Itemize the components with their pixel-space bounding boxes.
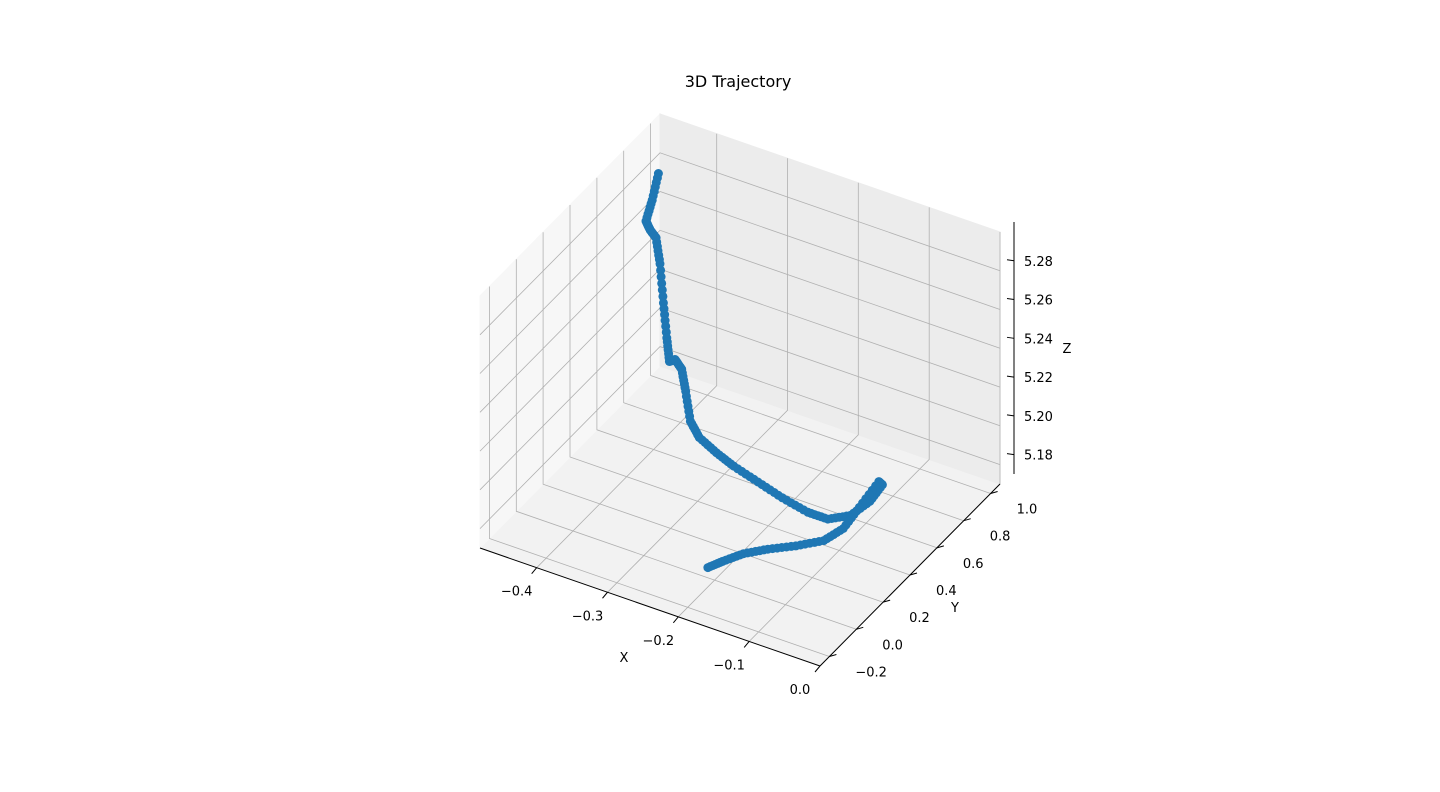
- z-grid-line: [479, 152, 1001, 336]
- y-tick: [829, 654, 837, 657]
- x-tick: [672, 616, 679, 624]
- z-tick: [1006, 453, 1015, 456]
- x-tick: [602, 591, 608, 599]
- axis-labels: −0.4 −0.3 −0.2 −0.1 0.0 −0.2 0.0 0.2 0.4 0.6 0.8 1.…: [501, 255, 1072, 698]
- data-point: [657, 285, 667, 295]
- z-tick-label: 5.26: [1024, 294, 1053, 309]
- data-point: [656, 272, 666, 282]
- z-axis-title: Z: [1063, 342, 1072, 357]
- y-tick: [856, 626, 864, 630]
- z-tick-label: 5.28: [1024, 255, 1053, 270]
- y-tick-label: 1.0: [1017, 503, 1038, 518]
- z-tick: [1006, 336, 1015, 339]
- y-grid-line: [515, 259, 857, 630]
- y-tick-label: 0.4: [936, 584, 957, 599]
- y-grid-line: [596, 177, 938, 549]
- x-tick: [531, 567, 538, 574]
- x-tick-label: 0.0: [790, 683, 811, 698]
- y-tick-label: −0.2: [855, 665, 887, 680]
- z-tick-label: 5.20: [1024, 410, 1053, 425]
- z-tick-label: 5.18: [1024, 449, 1053, 464]
- axis-panes: [479, 112, 1001, 667]
- y-grid-line: [569, 205, 911, 576]
- x-tick: [743, 641, 750, 648]
- data-point: [656, 265, 666, 275]
- y-grid-line: [623, 150, 964, 522]
- tick-marks: [531, 259, 1015, 673]
- x-grid-line: [748, 207, 930, 642]
- z-tick-label: 5.24: [1024, 332, 1053, 347]
- y-tick-label: 0.6: [963, 557, 984, 572]
- y-tick: [990, 491, 998, 494]
- data-point: [703, 563, 713, 573]
- x-tick-label: −0.3: [572, 609, 604, 624]
- chart-title: 3D Trajectory: [685, 72, 792, 91]
- y-tick: [882, 599, 891, 603]
- y-tick: [963, 518, 971, 522]
- z-tick: [1006, 298, 1015, 301]
- z-grid-line: [479, 346, 1001, 529]
- x-tick: [814, 665, 821, 673]
- x-tick-label: −0.2: [643, 634, 675, 649]
- x-axis-title: X: [620, 651, 629, 666]
- data-points: [641, 169, 887, 573]
- x-grid-line: [607, 158, 788, 593]
- y-axis-title: Y: [950, 601, 959, 616]
- data-point: [657, 278, 667, 288]
- z-tick: [1006, 259, 1015, 262]
- y-grid-line: [542, 232, 884, 603]
- y-tick-label: 0.2: [909, 611, 930, 626]
- z-tick: [1006, 414, 1015, 417]
- z-grid-line: [479, 191, 1001, 374]
- y-tick-label: 0.8: [990, 530, 1011, 545]
- data-point: [655, 259, 665, 269]
- data-point: [658, 291, 668, 301]
- z-tick: [1006, 375, 1015, 378]
- x-grid-line: [536, 133, 718, 568]
- y-grid-line: [488, 286, 830, 657]
- y-tick-label: 0.0: [882, 638, 903, 653]
- x-tick-label: −0.4: [501, 585, 533, 600]
- z-tick-label: 5.22: [1024, 371, 1053, 386]
- z-grid-line: [479, 229, 1001, 413]
- y-tick: [909, 572, 918, 576]
- y-tick: [936, 545, 945, 549]
- x-tick-label: −0.1: [713, 658, 745, 673]
